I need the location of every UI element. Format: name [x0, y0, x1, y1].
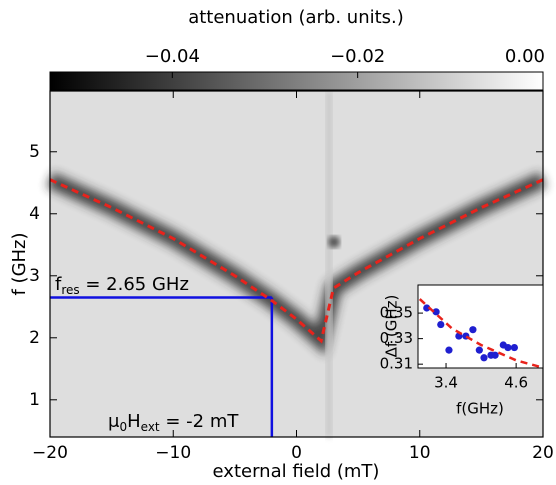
- inset-y-tick-label: 0.33: [380, 329, 413, 347]
- y-tick-label: 1: [29, 390, 40, 410]
- inset-x-tick-label: 3.4: [434, 374, 458, 392]
- y-axis-label: f (GHz): [9, 232, 30, 295]
- heatmap-spot: [328, 236, 340, 248]
- data-point: [423, 304, 431, 312]
- data-point: [432, 308, 440, 316]
- data-point: [510, 343, 518, 352]
- annotation: fres = 2.65 GHz: [55, 274, 189, 297]
- inset-frame: [417, 284, 544, 369]
- fit-line: [49, 178, 544, 344]
- data-point: [491, 351, 499, 359]
- colorbar-label: attenuation (arb. units.): [188, 7, 404, 28]
- data-point: [475, 346, 483, 354]
- inset-x-label: f(GHz): [456, 400, 504, 418]
- heatmap-background: [50, 91, 543, 437]
- annotation-part: = -2 mT: [160, 411, 240, 432]
- plot-frame: [49, 90, 544, 438]
- annotation-part: μ: [108, 411, 120, 432]
- inset-y-label: Δf (GHz): [383, 295, 401, 358]
- y-tick-label: 3: [29, 266, 40, 286]
- annotation-part: = 2.65 GHz: [80, 274, 189, 295]
- y-tick-label: 5: [29, 142, 40, 162]
- inset-y-tick-label: 0.31: [380, 355, 413, 373]
- inset-background: [418, 285, 543, 368]
- inset-x-tick-label: 4.6: [504, 374, 528, 392]
- fit-line: [418, 298, 540, 368]
- colorbar-tick-label: −0.02: [330, 46, 385, 67]
- annotation-part: ext: [141, 420, 160, 434]
- data-point: [480, 354, 488, 362]
- colorbar-tick-label: −0.04: [145, 46, 200, 67]
- annotation-part: f: [55, 274, 62, 295]
- x-tick-label: −10: [155, 443, 191, 463]
- annotation-part: 0: [119, 420, 127, 434]
- x-axis-label: external field (mT): [213, 461, 380, 482]
- x-tick-label: 20: [532, 443, 554, 463]
- x-tick-label: 0: [291, 443, 302, 463]
- data-point: [504, 343, 512, 352]
- annotation: μ0Hext = -2 mT: [108, 411, 239, 434]
- annotation-part: res: [61, 283, 79, 297]
- inset-y-tick-label: 0.35: [380, 304, 413, 322]
- x-tick-label: 10: [409, 443, 431, 463]
- annotation-part: H: [127, 411, 141, 432]
- y-tick-label: 2: [29, 328, 40, 348]
- colorbar-tick-label: 0.00: [505, 46, 545, 67]
- data-point: [445, 346, 453, 354]
- data-point: [469, 326, 477, 334]
- colorbar: [49, 71, 544, 91]
- x-tick-label: −20: [32, 443, 68, 463]
- y-tick-label: 4: [29, 204, 40, 224]
- heatmap-streak: [326, 91, 332, 437]
- data-point: [437, 320, 445, 329]
